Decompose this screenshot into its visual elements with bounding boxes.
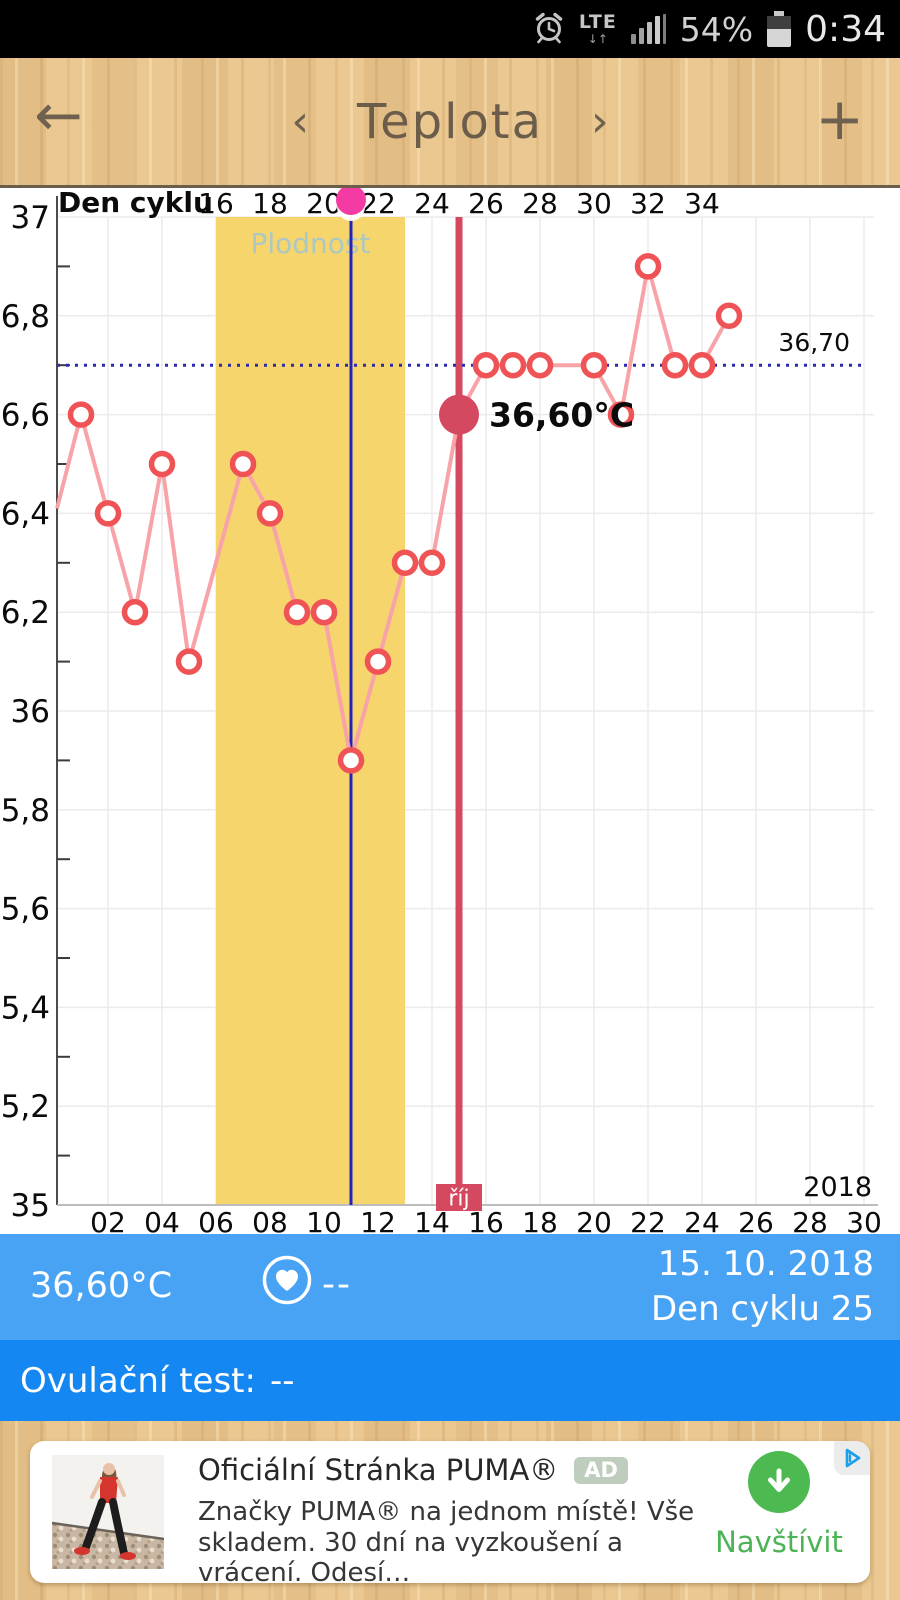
ad-banner[interactable]: Oficiální Stránka PUMA® AD Značky PUMA® …: [30, 1441, 870, 1583]
download-button[interactable]: [748, 1451, 810, 1513]
svg-text:14: 14: [414, 1206, 450, 1234]
svg-text:12: 12: [360, 1206, 396, 1234]
svg-text:08: 08: [252, 1206, 288, 1234]
lte-indicator: LTE ↓↑: [578, 11, 617, 46]
favorite-heart-icon[interactable]: [261, 1254, 313, 1306]
back-button[interactable]: ←: [34, 81, 83, 149]
add-entry-button[interactable]: +: [815, 85, 864, 153]
battery-icon: [767, 11, 792, 47]
ovulation-test-label: Ovulační test:: [20, 1360, 256, 1401]
note-value: --: [322, 1264, 352, 1305]
svg-text:Den cyklu: Den cyklu: [58, 188, 213, 219]
svg-text:02: 02: [90, 1206, 126, 1234]
prev-chart-button[interactable]: ‹: [291, 95, 309, 147]
ad-image: [52, 1455, 164, 1569]
signal-strength-icon: [630, 14, 666, 44]
svg-text:32: 32: [630, 188, 666, 220]
svg-text:35,6: 35,6: [0, 892, 50, 928]
svg-text:22: 22: [360, 188, 396, 220]
app-header: ← ‹ Teplota › +: [0, 58, 900, 188]
svg-text:36,8: 36,8: [0, 299, 50, 335]
svg-text:10: 10: [306, 1206, 342, 1234]
ovulation-test-value: --: [269, 1360, 295, 1401]
svg-text:36,4: 36,4: [0, 496, 50, 532]
adchoices-icon[interactable]: [834, 1441, 870, 1475]
ad-region: Oficiální Stránka PUMA® AD Značky PUMA® …: [0, 1421, 900, 1600]
svg-text:16: 16: [198, 188, 234, 220]
svg-text:30: 30: [846, 1206, 882, 1234]
next-chart-button[interactable]: ›: [591, 95, 609, 147]
svg-text:24: 24: [414, 188, 450, 220]
svg-text:34: 34: [684, 188, 720, 220]
day-summary-bar: 36,60°C -- 15. 10. 2018 Den cyklu 25: [0, 1234, 900, 1340]
data-activity-arrows-icon: ↓↑: [587, 32, 608, 46]
svg-text:06: 06: [198, 1206, 234, 1234]
svg-text:26: 26: [468, 188, 504, 220]
svg-text:2018: 2018: [803, 1172, 872, 1203]
page-title: Teplota: [356, 93, 544, 150]
svg-text:20: 20: [576, 1206, 612, 1234]
cycle-day-label: Den cyklu 25: [650, 1288, 874, 1329]
svg-text:28: 28: [792, 1206, 828, 1234]
ad-body-line2: skladem. 30 dní na vyzkoušení a vrácení.…: [198, 1527, 623, 1583]
svg-text:říj: říj: [448, 1187, 469, 1212]
alarm-icon: [533, 10, 565, 48]
temperature-chart-svg[interactable]: Plodnost 37 36,8 36,6 36,4 36,2 36 35,8 35,6 35,4…: [0, 185, 900, 1239]
svg-text:36,2: 36,2: [0, 595, 50, 631]
svg-text:35,4: 35,4: [0, 990, 50, 1026]
temperature-value: 36,60°C: [30, 1266, 173, 1306]
ad-body-line1: Značky PUMA® na jednom místě! Vše: [198, 1497, 695, 1527]
svg-text:35,2: 35,2: [0, 1089, 50, 1125]
visit-link[interactable]: Navštívit: [715, 1525, 843, 1559]
svg-text:36,70: 36,70: [778, 328, 850, 357]
svg-text:26: 26: [738, 1206, 774, 1234]
svg-text:04: 04: [144, 1206, 180, 1234]
svg-text:37: 37: [11, 200, 50, 236]
svg-text:36: 36: [11, 694, 50, 730]
svg-text:22: 22: [630, 1206, 666, 1234]
status-bar: LTE ↓↑ 54% 0:34: [0, 0, 900, 58]
svg-text:18: 18: [522, 1206, 558, 1234]
svg-text:16: 16: [468, 1206, 504, 1234]
svg-text:35,8: 35,8: [0, 793, 50, 829]
clock-time: 0:34: [805, 8, 886, 50]
ad-badge: AD: [574, 1456, 628, 1484]
svg-text:28: 28: [522, 188, 558, 220]
network-type-label: LTE: [578, 11, 617, 33]
svg-text:36,6: 36,6: [0, 398, 50, 434]
ad-title: Oficiální Stránka PUMA®: [198, 1453, 559, 1487]
svg-text:30: 30: [576, 188, 612, 220]
date-label: 15. 10. 2018: [657, 1244, 874, 1284]
svg-text:Plodnost: Plodnost: [250, 227, 370, 260]
svg-text:36,60°C: 36,60°C: [489, 396, 634, 435]
svg-text:18: 18: [252, 188, 288, 220]
battery-percent-label: 54%: [679, 9, 754, 49]
temperature-chart[interactable]: Plodnost 37 36,8 36,6 36,4 36,2 36 35,8 35,6 35,4…: [0, 185, 900, 1239]
svg-text:35: 35: [11, 1188, 50, 1224]
svg-text:20: 20: [306, 188, 342, 220]
ovulation-test-row[interactable]: Ovulační test: --: [0, 1340, 900, 1421]
svg-text:24: 24: [684, 1206, 720, 1234]
